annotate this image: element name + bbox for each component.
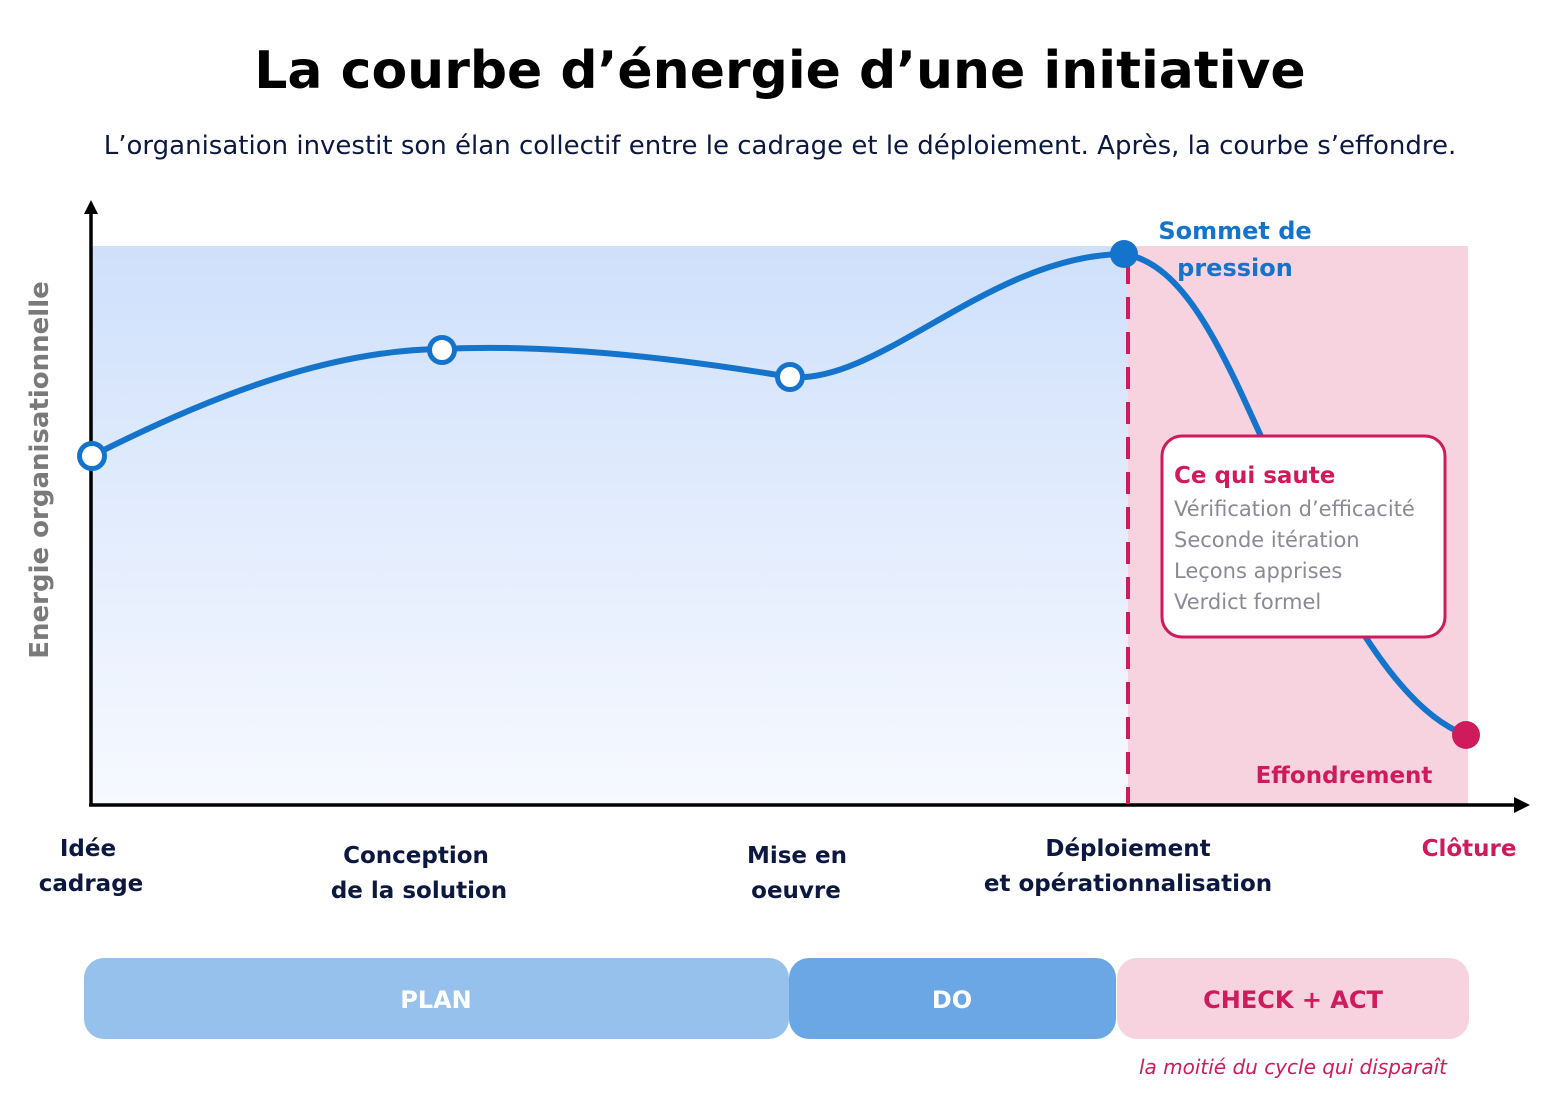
stage-label-line: Idée [60,836,116,862]
phase-plan: PLAN [84,958,789,1039]
dropped-item: Vérification d’efficacité [1174,497,1415,521]
peak-label-line-2: pression [1177,254,1293,282]
page-title: La courbe d’énergie d’une initiative [254,41,1305,101]
x-axis-arrow-icon [1514,797,1530,813]
dropped-items-frame [1160,434,1447,639]
stage-label-line: oeuvre [751,878,841,904]
phase-do-label: DO [932,986,972,1014]
point-cloture [1452,721,1480,749]
dropped-items-title: Ce qui saute [1174,463,1335,489]
phase-check-act-bar [1117,958,1469,1039]
stage-label-line: Mise en [747,843,847,869]
phase-plan-bar [84,958,789,1039]
dropped-item: Seconde itération [1174,528,1360,552]
peak-label-line-1: Sommet de [1158,217,1311,245]
stage-conception: Conception de la solution [331,843,507,904]
dropped-item: Leçons apprises [1174,559,1342,583]
stage-label-line: Conception [343,843,489,869]
y-axis-label: Energie organisationnelle [25,281,55,659]
stage-label-line: Déploiement [1045,836,1210,862]
phase-do-bar [789,958,1116,1039]
stage-deploiement: Déploiement et opérationnalisation [984,836,1272,897]
phase-caption: la moitié du cycle qui disparaît [1139,1055,1448,1079]
point-idee-cadrage [77,441,107,471]
phase-check-act: CHECK + ACT [1117,958,1469,1039]
stage-label-line: cadrage [39,871,144,897]
stage-mise-en-oeuvre: Mise en oeuvre [747,843,847,904]
phase-plan-label: PLAN [400,986,472,1014]
collapse-label: Effondrement [1256,763,1433,789]
stage-label-line: Clôture [1422,836,1517,862]
phase-check-act-label: CHECK + ACT [1203,986,1383,1014]
dropped-item: Verdict formel [1174,590,1321,614]
page-subtitle: L’organisation investit son élan collect… [104,131,1456,161]
stage-cloture: Clôture [1422,836,1517,862]
stage-label-line: et opérationnalisation [984,871,1272,897]
stage-label-line: de la solution [331,878,507,904]
investment-zone [92,246,1128,805]
stage-idee-cadrage: Idée cadrage [39,836,144,897]
dropped-items-box: Ce qui saute Vérification d’efficacité S… [1160,434,1447,639]
y-axis-arrow-icon [84,200,98,214]
phase-do: DO [789,958,1116,1039]
point-mise-en-oeuvre [775,362,805,392]
point-sommet [1110,240,1138,268]
point-conception [427,335,457,365]
